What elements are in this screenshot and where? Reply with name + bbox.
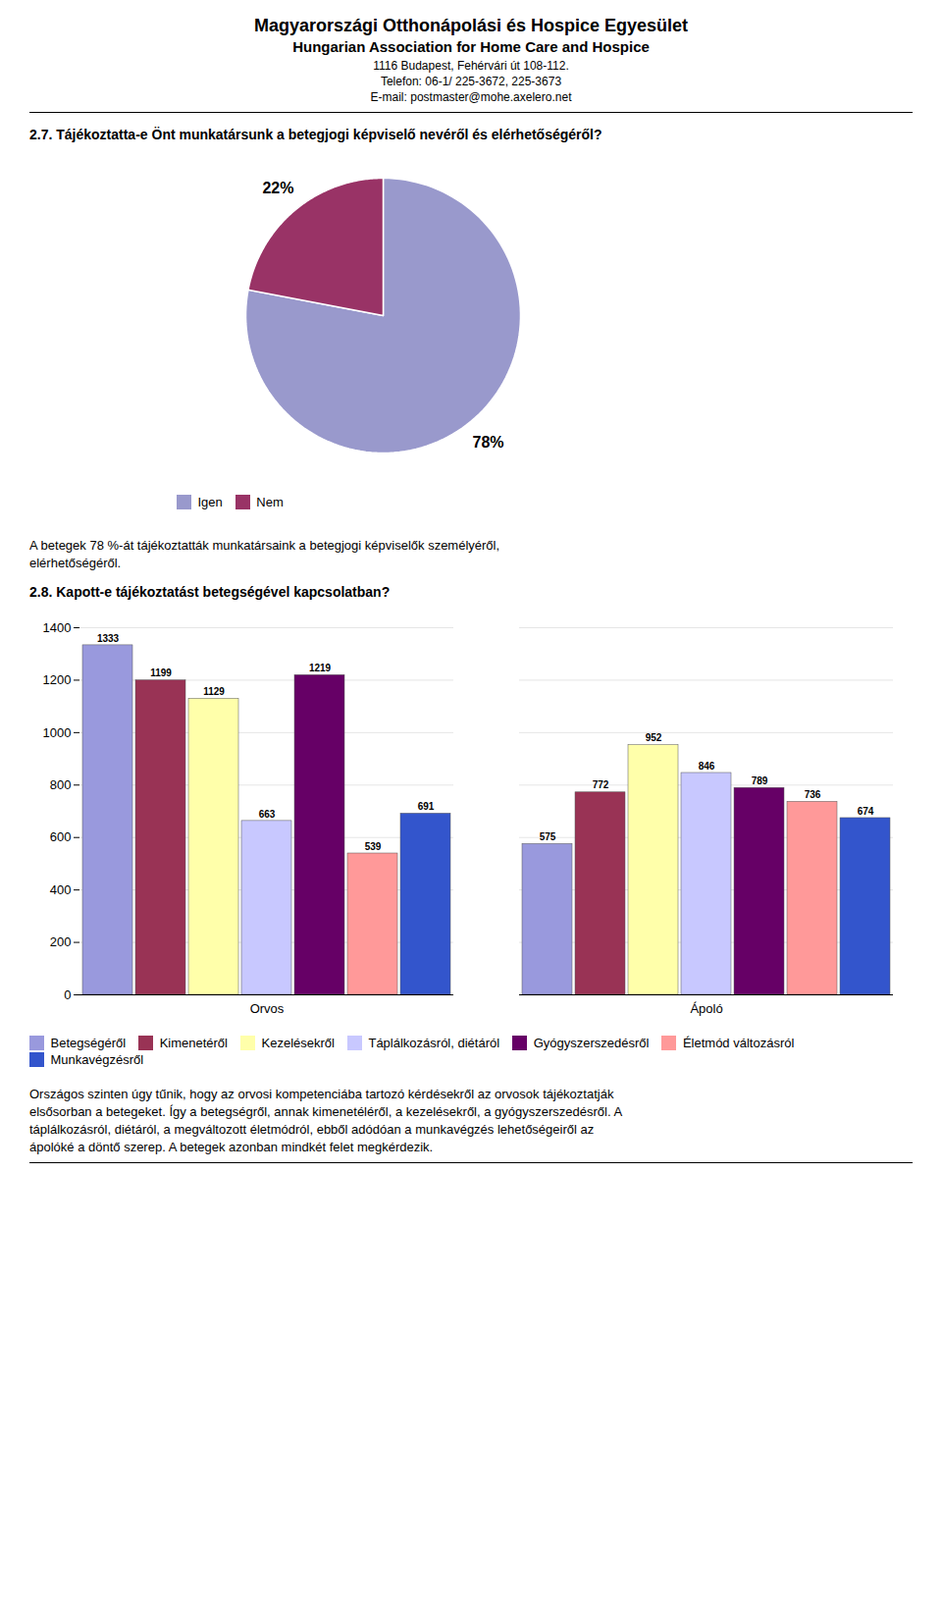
html-text:2.7. Tájékoztatta-e Önt munkat: 2.7. Tájékoztatta-e Önt munkatársunk a b… <box>29 126 602 143</box>
html-text:E-mail: postmaster@mohe.axeler: E-mail: postmaster@mohe.axelero.net <box>370 90 572 105</box>
html-text:Munkavégzésről: Munkavégzésről <box>50 1051 144 1067</box>
svg-text:674: 674 <box>857 804 875 816</box>
svg-text:800: 800 <box>50 776 72 791</box>
svg-text:846: 846 <box>698 759 716 771</box>
svg-text:663: 663 <box>259 807 276 819</box>
svg-text:691: 691 <box>418 800 435 812</box>
svg-text:1400: 1400 <box>43 619 72 634</box>
svg-text:200: 200 <box>50 934 72 949</box>
html-text:Életmód változásról: Életmód változásról <box>682 1035 795 1051</box>
html-text:ápolóké a döntő szerep. A bete: ápolóké a döntő szerep. A betegek azonba… <box>29 1139 433 1154</box>
svg-text:1000: 1000 <box>43 724 72 739</box>
svg-text:1200: 1200 <box>43 672 72 687</box>
svg-text:736: 736 <box>804 788 822 800</box>
html-text:Országos szinten úgy tűnik, ho: Országos szinten úgy tűnik, hogy az orvo… <box>29 1086 614 1101</box>
svg-text:Ápoló: Ápoló <box>689 999 723 1015</box>
svg-text:78%: 78% <box>472 433 505 451</box>
html-text:Táplálkozásról, diétáról: Táplálkozásról, diétáról <box>368 1035 500 1051</box>
html-text:Gyógyszerszedésről: Gyógyszerszedésről <box>533 1035 649 1051</box>
svg-text:Orvos: Orvos <box>250 999 285 1015</box>
html-text:Kezelésekről: Kezelésekről <box>261 1035 335 1051</box>
html-text:Igen: Igen <box>197 494 223 510</box>
svg-text:400: 400 <box>50 881 72 896</box>
html-text:Magyarországi Otthonápolási és: Magyarországi Otthonápolási és Hospice E… <box>254 15 688 36</box>
html-text:Telefon: 06-1/ 225-3672, 225-3: Telefon: 06-1/ 225-3672, 225-3673 <box>380 74 562 89</box>
svg-text:1129: 1129 <box>203 685 225 697</box>
html-text:Kimenetéről: Kimenetéről <box>159 1035 228 1051</box>
html-text:Nem: Nem <box>256 494 284 510</box>
html-text:A betegek 78 %-át tájékoztattá: A betegek 78 %-át tájékoztatták munkatár… <box>29 537 500 552</box>
html-text:1116 Budapest, Fehérvári út 10: 1116 Budapest, Fehérvári út 108-112. <box>373 58 569 73</box>
svg-text:600: 600 <box>50 829 72 844</box>
svg-text:575: 575 <box>539 831 557 842</box>
svg-text:772: 772 <box>592 779 610 790</box>
svg-text:0: 0 <box>63 986 71 1001</box>
svg-text:1199: 1199 <box>150 667 172 679</box>
html-text:elsősorban a betegeket. Így a: elsősorban a betegeket. Így a betegségrő… <box>29 1103 623 1119</box>
html-text:táplálkozásról, diétáról, a me: táplálkozásról, diétáról, a megváltozott… <box>29 1121 594 1137</box>
svg-text:789: 789 <box>751 774 769 785</box>
svg-text:1219: 1219 <box>309 662 332 674</box>
svg-text:952: 952 <box>645 732 663 743</box>
svg-text:539: 539 <box>365 839 382 851</box>
html-text:2.8. Kapott-e tájékoztatást be: 2.8. Kapott-e tájékoztatást betegségével… <box>29 583 390 600</box>
html-text:Hungarian Association for Home: Hungarian Association for Home Care and … <box>292 38 650 55</box>
html-text:elérhetőségéről.: elérhetőségéről. <box>29 554 121 570</box>
html-text:Betegségéről: Betegségéről <box>50 1035 126 1051</box>
svg-text:1333: 1333 <box>97 631 120 643</box>
svg-text:22%: 22% <box>261 179 294 197</box>
